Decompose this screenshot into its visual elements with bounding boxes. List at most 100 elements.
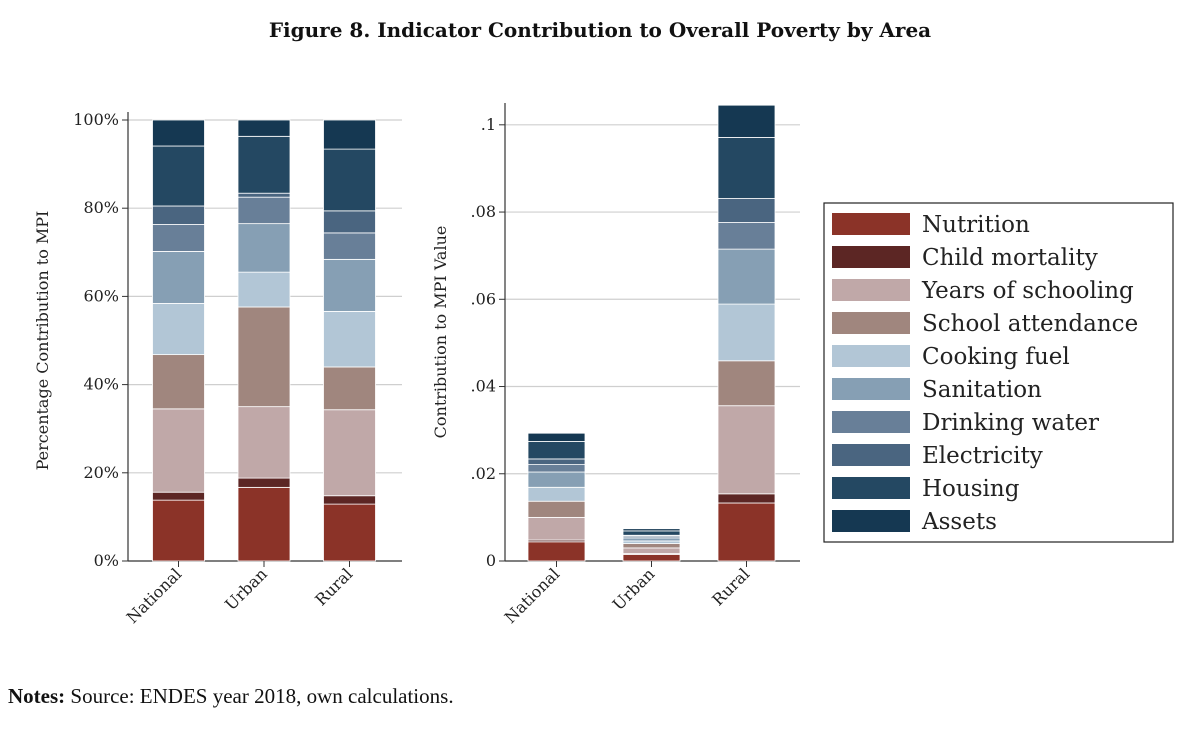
bar-segment-assets <box>622 528 681 532</box>
legend-swatch <box>832 279 910 301</box>
y-axis-label: Contribution to MPI Value <box>431 226 450 439</box>
x-tick-label: National <box>501 564 564 627</box>
bar-segment-years-of-schooling <box>622 547 681 554</box>
bar-segment-cooking-fuel <box>717 303 776 362</box>
bar-segment-school-attendance <box>152 354 205 410</box>
bar-segment-electricity <box>237 192 291 198</box>
y-tick-label: 0% <box>94 551 119 570</box>
legend-label: Sanitation <box>922 377 1042 403</box>
bar-segment-electricity <box>323 210 376 234</box>
y-tick-label: 20% <box>83 463 119 482</box>
bar-segment-drinking-water <box>237 196 291 225</box>
y-tick-label: .08 <box>471 202 496 221</box>
bar-segment-drinking-water <box>527 464 586 473</box>
bar-segment-housing <box>717 137 776 199</box>
x-tick-label: Rural <box>311 564 356 609</box>
bar-segment-years-of-schooling <box>527 516 586 541</box>
legend-swatch <box>832 510 910 532</box>
y-tick-label: .1 <box>481 115 496 134</box>
notes-label: Notes: <box>8 684 66 708</box>
legend-swatch <box>832 411 910 433</box>
bar-segment-child-mortality <box>323 495 376 505</box>
legend-swatch <box>832 345 910 367</box>
y-tick-label: 40% <box>83 375 119 394</box>
bar-segment-school-attendance <box>622 543 681 549</box>
bar-segment-sanitation <box>622 537 681 542</box>
bar-segment-nutrition <box>527 541 586 562</box>
y-axis-label: Percentage Contribution to MPI <box>33 211 52 471</box>
bar-segment-school-attendance <box>323 366 376 411</box>
bar-segment-child-mortality <box>717 493 776 504</box>
bar-segment-child-mortality <box>152 491 205 501</box>
bar-segment-cooking-fuel <box>323 310 376 368</box>
bar-segment-nutrition <box>237 486 291 562</box>
bar-segment-assets <box>527 432 586 442</box>
bar-segment-housing <box>237 135 291 194</box>
y-tick-label: .02 <box>471 464 496 483</box>
bar-segment-housing <box>622 530 681 536</box>
legend-swatch <box>832 378 910 400</box>
x-tick-label: National <box>123 564 186 627</box>
panel-percentage-contribution: 0% 20% 40% 60% 80% 100% Percentage Contributio… <box>33 110 402 627</box>
legend-label: Housing <box>922 476 1020 502</box>
bar-segment-housing <box>527 441 586 460</box>
bar-segment-cooking-fuel <box>237 271 291 308</box>
y-tick-label: 0 <box>486 551 496 570</box>
bar-segment-assets <box>323 119 376 150</box>
bar-segment-sanitation <box>717 248 776 305</box>
bar-segment-nutrition <box>152 499 205 562</box>
bar-segment-school-attendance <box>527 500 586 518</box>
bar-segment-assets <box>152 119 205 147</box>
legend-label: Drinking water <box>922 410 1099 436</box>
legend-label: Child mortality <box>922 245 1098 271</box>
y-tick-label: .06 <box>471 289 496 308</box>
bar-segment-assets <box>717 104 776 138</box>
bar-segment-housing <box>323 148 376 212</box>
bar-segment-school-attendance <box>237 306 291 408</box>
bar-segment-school-attendance <box>717 360 776 407</box>
bar-segment-electricity <box>717 198 776 223</box>
bar-segment-drinking-water <box>323 232 376 260</box>
bar-segment-drinking-water <box>152 224 205 252</box>
bar-segment-child-mortality <box>237 477 291 488</box>
y-tick-label: 80% <box>83 198 119 217</box>
y-tick-label: 60% <box>83 286 119 305</box>
x-tick-label: Urban <box>221 564 271 614</box>
bar-segment-years-of-schooling <box>717 405 776 495</box>
notes-text: Source: ENDES year 2018, own calculation… <box>65 684 454 708</box>
bar-segment-sanitation <box>323 258 376 312</box>
legend-swatch <box>832 213 910 235</box>
legend-swatch <box>832 444 910 466</box>
bar-segment-cooking-fuel <box>527 486 586 502</box>
bar-segment-electricity <box>527 458 586 466</box>
figure-title: Figure 8. Indicator Contribution to Over… <box>268 18 932 42</box>
bar-segment-nutrition <box>717 502 776 562</box>
bar-segment-sanitation <box>527 471 586 488</box>
legend-swatch <box>832 246 910 268</box>
bar-segment-nutrition <box>622 554 681 562</box>
x-tick-label: Rural <box>708 564 753 609</box>
legend-label: Cooking fuel <box>922 344 1070 370</box>
bar-segment-cooking-fuel <box>152 303 205 356</box>
bar-segment-sanitation <box>152 251 205 304</box>
bar-segment-housing <box>152 145 205 207</box>
legend-label: Electricity <box>922 443 1043 469</box>
y-tick-label: 100% <box>73 110 119 129</box>
legend-label: Nutrition <box>922 212 1030 238</box>
bar-segment-sanitation <box>237 223 291 273</box>
bar-segment-electricity <box>152 205 205 225</box>
legend-swatch <box>832 477 910 499</box>
legend-label: School attendance <box>922 311 1138 337</box>
legend-label: Assets <box>921 509 997 535</box>
panel-mpi-value: 0 .02 .04 .06 .08 .1 Contribution to MPI Value… <box>431 103 800 627</box>
bar-segment-years-of-schooling <box>323 409 376 497</box>
x-tick-label: Urban <box>609 564 659 614</box>
bar-segment-years-of-schooling <box>237 406 291 479</box>
figure-notes: Notes: Source: ENDES year 2018, own calc… <box>8 684 454 709</box>
bar-segment-drinking-water <box>717 222 776 250</box>
bar-segment-years-of-schooling <box>152 408 205 493</box>
bar-segment-nutrition <box>323 503 376 562</box>
legend-label: Years of schooling <box>921 278 1134 304</box>
bar-segment-assets <box>237 119 291 137</box>
